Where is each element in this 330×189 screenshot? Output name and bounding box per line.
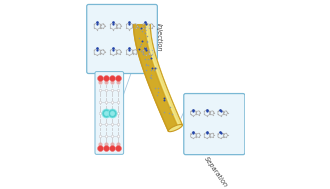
Text: Injection: Injection (156, 23, 162, 52)
Text: Separation: Separation (203, 156, 229, 189)
Polygon shape (134, 25, 182, 131)
FancyBboxPatch shape (87, 5, 157, 74)
Polygon shape (147, 25, 182, 126)
Polygon shape (134, 25, 178, 131)
FancyBboxPatch shape (95, 72, 124, 154)
FancyBboxPatch shape (184, 94, 245, 155)
Ellipse shape (168, 124, 182, 132)
